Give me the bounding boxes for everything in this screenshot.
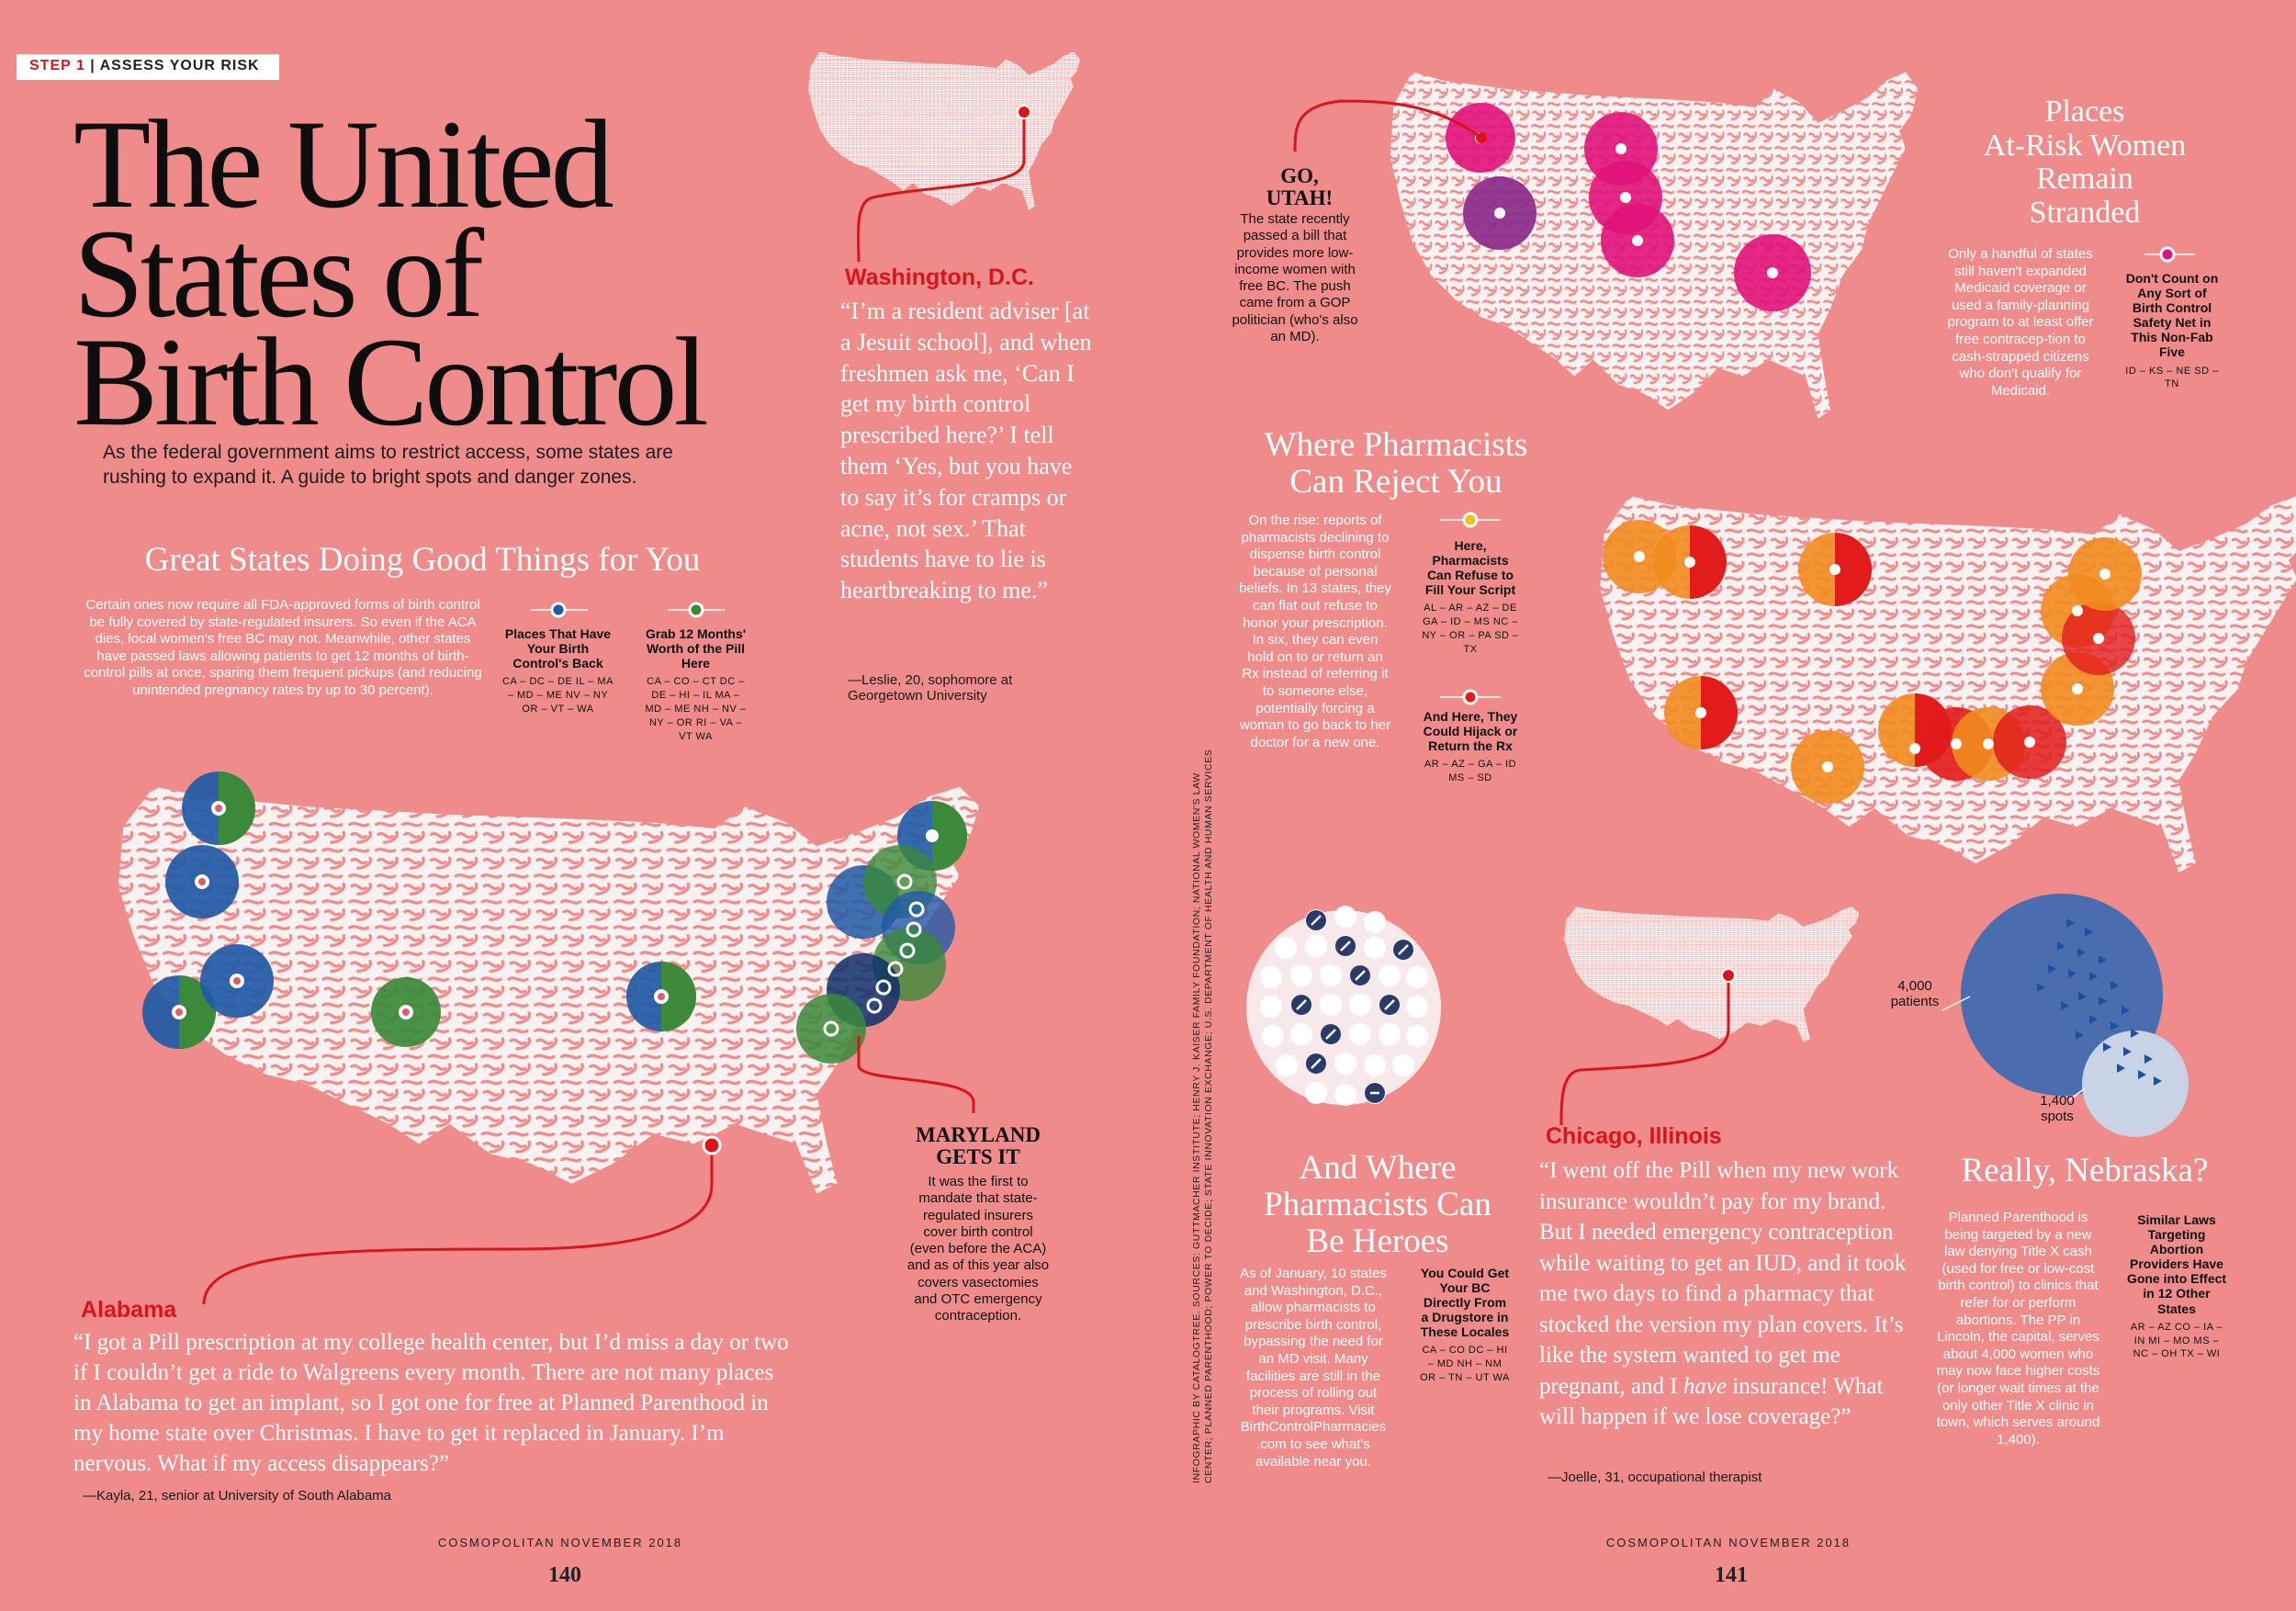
stranded-body: Only a handful of states still haven't e… [1947,246,2094,399]
nebraska-heading: Really, Nebraska? [1961,1152,2209,1189]
chicago-quote: “I went off the Pill when my new work in… [1539,1158,1907,1429]
great-key-2: Grab 12 Months' Worth of the Pill Here C… [645,626,747,742]
page-title: The United States of Birth Control [73,94,709,453]
step-number: STEP 1 [29,58,85,73]
chicago-connector [1559,975,1730,1126]
chicago-label: Chicago, Illinois [1546,1123,1722,1149]
step-tag: STEP 1 | ASSESS YOUR RISK [17,54,279,80]
alabama-attribution: —Kayla, 21, senior at University of Sout… [83,1488,392,1504]
maryland-connector [857,1036,975,1113]
reject-key-2: And Here, They Could Hijack or Return th… [1423,709,1518,784]
chicago-attribution: —Joelle, 31, occupational therapist [1548,1470,1762,1485]
great-states-heading: Great States Doing Good Things for You [144,541,701,579]
utah-body: The state recently passed a bill that pr… [1232,211,1358,345]
stranded-key: Don't Count on Any Sort of Birth Control… [2125,271,2219,390]
heroes-heading: And Where Pharmacists Can Be Heroes [1264,1149,1491,1260]
nebraska-spots-label: 1,400 spots [2040,1093,2075,1125]
page-dek: As the federal government aims to restri… [103,442,673,488]
washington-label: Washington, D.C. [845,265,1034,290]
great-key-1: Places That Have Your Birth Control's Ba… [502,626,613,715]
reject-legend-dot-orange [1440,512,1501,528]
maryland-callout: MARYLAND GETS IT [916,1123,1041,1169]
alabama-quote: “I got a Pill prescription at my college… [73,1330,789,1476]
chicago-map [1564,907,1860,1042]
heroes-body: As of January, 10 states and Washington,… [1240,1266,1387,1470]
alabama-connector [202,1146,714,1305]
alabama-label: Alabama [81,1297,177,1323]
stranded-markers [1446,103,1811,311]
great-states-body: Certain ones now require all FDA-approve… [84,597,482,698]
page-number-left: 140 [548,1563,581,1587]
washington-attribution: —Leslie, 20, sophomore at Georgetown Uni… [848,672,1013,704]
page-number-right: 141 [1715,1563,1748,1587]
pill-pack-graphic [1246,906,1441,1106]
reject-legend-dot-red [1440,689,1501,705]
great-legend-dot-blue [531,602,588,618]
stranded-heading: Places At-Risk Women Remain Stranded [1983,95,2187,231]
washington-quote: “I’m a resident adviser [at a Jesuit sch… [840,298,1092,604]
footer-left-text: COSMOPOLITAN NOVEMBER 2018 [437,1536,683,1549]
pharmacists-reject-heading: Where Pharmacists Can Reject You [1264,426,1528,501]
great-states-markers [142,772,967,1064]
heroes-key: You Could Get Your BC Directly From a Dr… [1420,1266,1510,1384]
step-label: ASSESS YOUR RISK [99,58,260,73]
footer-right-text: COSMOPOLITAN NOVEMBER 2018 [1605,1536,1851,1549]
utah-connector [1293,99,1482,152]
nebraska-bubbles [1941,894,2189,1137]
great-legend-dot-green [668,602,725,618]
pharmacists-reject-body: On the rise: reports of pharmacists decl… [1239,513,1391,750]
nebraska-key: Similar Laws Targeting Abortion Provider… [2126,1212,2227,1360]
nebraska-patients-label: 4,000 patients [1890,978,1940,1010]
nebraska-body: Planned Parenthood is being targeted by … [1936,1210,2100,1448]
maryland-body: It was the first to mandate that state-r… [906,1174,1050,1324]
reject-key-1: Here, Pharmacists Can Refuse to Fill You… [1422,538,1519,655]
pharmacists-reject-markers [1603,520,2142,804]
source-credits: INFOGRAPHIC BY CATALOGTREE. SOURCES: GUT… [1191,749,1215,1483]
dc-connector [856,108,1026,263]
stranded-legend-dot [2144,246,2195,263]
utah-callout: GO, UTAH! [1266,164,1334,210]
